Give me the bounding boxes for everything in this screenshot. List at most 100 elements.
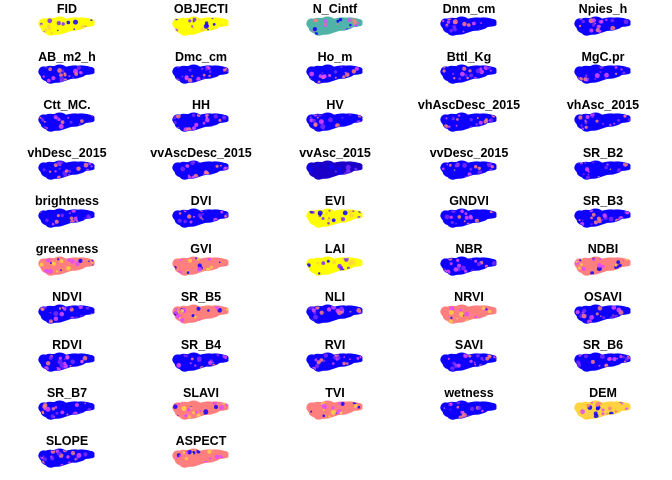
map-cell	[447, 357, 450, 360]
map-panel: DVI	[134, 192, 268, 240]
map-cell	[84, 402, 86, 405]
map-cell	[593, 413, 599, 419]
map-cell	[50, 455, 53, 458]
map-cell	[220, 210, 224, 214]
map-cell	[489, 410, 493, 415]
map-cell	[312, 118, 316, 123]
map-cell	[39, 262, 44, 267]
map-cell	[591, 115, 594, 118]
map-cell	[606, 127, 610, 130]
map-cell	[219, 28, 222, 30]
map-cell	[336, 19, 340, 23]
map-cell	[463, 220, 466, 223]
map-cell	[617, 126, 623, 132]
map-cell	[185, 164, 190, 168]
map-cell	[594, 73, 600, 79]
map-cell	[468, 320, 473, 324]
map-cell	[187, 415, 191, 419]
map-cell	[488, 220, 491, 224]
map-cell	[47, 18, 53, 24]
map-cell	[69, 224, 72, 227]
map-cell	[468, 69, 472, 73]
map-cell	[51, 407, 55, 411]
map-cell	[616, 366, 620, 370]
map-cell	[224, 412, 228, 415]
map-cell	[214, 454, 220, 460]
map-cell	[591, 18, 596, 23]
map-cell	[347, 272, 350, 275]
map-cell	[576, 360, 581, 365]
map-cell	[79, 71, 83, 75]
map-cell	[183, 352, 189, 358]
map-cell	[90, 318, 95, 323]
map-cell	[76, 452, 82, 458]
map-cell	[57, 29, 59, 32]
map-cell	[41, 457, 44, 460]
panel-title: SR_B7	[46, 386, 88, 400]
raster-map	[306, 256, 363, 276]
map-outline	[306, 64, 363, 84]
map-cell	[78, 304, 83, 309]
panel-title: SR_B2	[582, 146, 624, 160]
map-cell	[589, 28, 594, 33]
raster-map	[38, 160, 95, 180]
map-cell	[207, 319, 210, 322]
map-cell	[178, 454, 182, 458]
map-cell	[334, 170, 337, 173]
map-cell	[488, 26, 494, 32]
map-cell	[485, 269, 488, 273]
map-cell	[85, 306, 90, 310]
map-cell	[469, 167, 473, 171]
map-panel: wetness	[402, 384, 536, 432]
map-cell	[456, 118, 459, 121]
raster-map	[172, 400, 229, 420]
map-cell	[45, 406, 51, 412]
panel-title: vvAsc_2015	[299, 146, 371, 160]
map-cell	[83, 162, 89, 168]
map-cell	[596, 263, 602, 268]
map-cell	[60, 213, 64, 218]
map-cell	[49, 311, 52, 314]
map-cell	[613, 122, 616, 125]
panel-title: MgC.pr	[581, 50, 625, 64]
map-outline	[38, 208, 95, 228]
map-cell	[349, 23, 352, 27]
map-cell	[185, 457, 188, 461]
map-cell	[193, 315, 197, 319]
map-cell	[202, 121, 206, 125]
map-cell	[177, 403, 181, 406]
map-cell	[70, 259, 75, 264]
map-cell	[448, 403, 451, 407]
map-cell	[339, 216, 342, 218]
map-cell	[477, 166, 481, 170]
map-cell	[184, 414, 188, 418]
map-cell	[597, 306, 603, 311]
map-cell	[601, 122, 605, 126]
panel-title: vhDesc_2015	[27, 146, 107, 160]
map-cell	[322, 74, 327, 79]
map-cell	[314, 364, 320, 369]
map-cell	[76, 65, 81, 70]
map-cell	[339, 411, 343, 415]
map-cell	[210, 463, 214, 467]
panel-title: Ctt_MC.	[43, 98, 91, 112]
panel-title: Dnm_cm	[442, 2, 496, 16]
map-cell	[456, 363, 461, 368]
map-cell	[495, 17, 497, 19]
map-cell	[340, 217, 346, 222]
map-cell	[460, 209, 464, 213]
map-cell	[619, 271, 624, 276]
map-cell	[448, 309, 454, 315]
map-cell	[219, 164, 222, 167]
map-cell	[314, 123, 318, 127]
map-panel: SAVI	[402, 336, 536, 384]
map-cell	[591, 23, 596, 27]
map-cell	[187, 214, 192, 219]
map-cell	[187, 174, 190, 177]
map-outline	[38, 112, 95, 132]
map-cell	[51, 261, 56, 266]
map-cell	[596, 24, 601, 29]
map-cell	[475, 123, 479, 126]
map-cell	[323, 19, 328, 24]
map-cell	[479, 67, 483, 71]
